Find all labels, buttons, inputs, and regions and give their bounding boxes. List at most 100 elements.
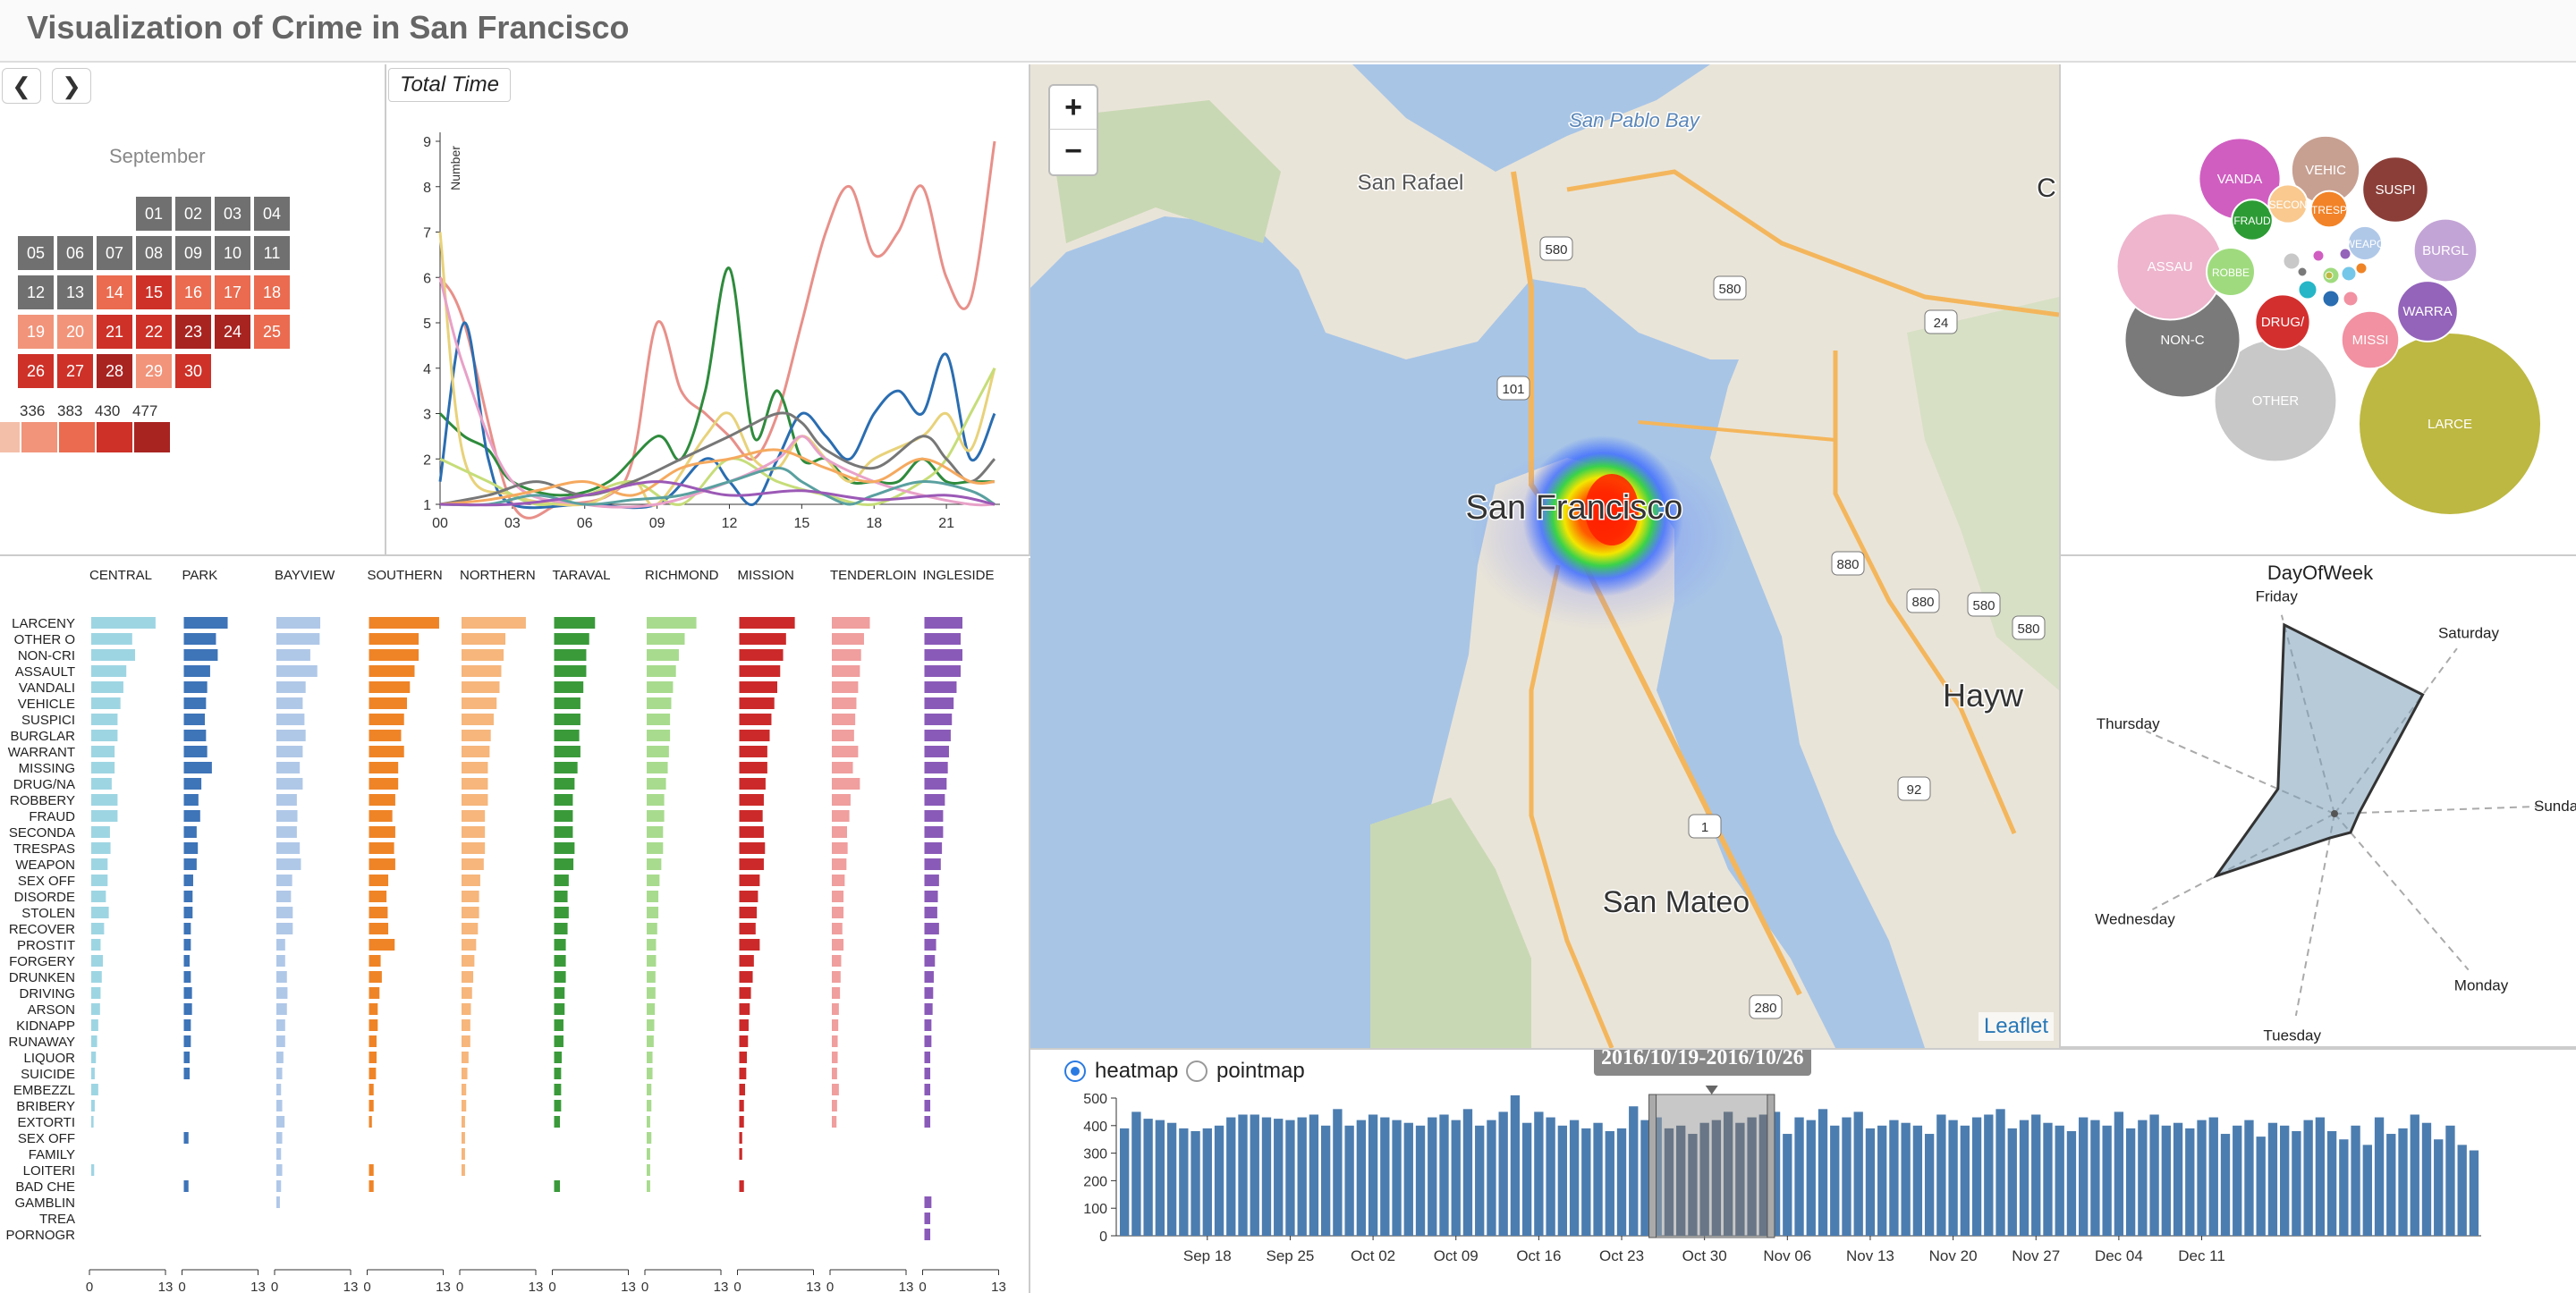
district-bar [647,746,669,757]
calendar-day[interactable]: 01 [136,197,172,231]
total-time-button[interactable]: Total Time [388,68,511,102]
calendar-day[interactable]: 27 [57,354,93,388]
district-bar [739,617,795,629]
category-label: SEX OFF [18,874,75,889]
district-bar [183,681,208,693]
district-bar [554,1052,562,1063]
district-bar [369,1003,378,1015]
district-bar [554,746,580,757]
district-bar [462,810,486,822]
calendar-day[interactable]: 18 [254,275,290,309]
district-bar [739,665,781,677]
district-bar [647,939,657,951]
y-tick-label: 7 [423,226,431,241]
next-month-button[interactable]: ❯ [52,68,91,104]
calendar-day[interactable]: 05 [18,236,54,270]
calendar-day[interactable]: 25 [254,315,290,349]
calendar-day[interactable]: 24 [215,315,250,349]
calendar-day[interactable]: 10 [215,236,250,270]
district-bar [647,617,697,629]
district-bar [369,1068,377,1079]
district-bar [647,633,685,645]
prev-month-button[interactable]: ❮ [2,68,41,104]
category-label: ASSAULT [15,664,75,680]
calendar-day[interactable]: 02 [175,197,211,231]
category-label: BURGLAR [10,729,75,744]
district-bar [739,891,758,902]
calendar-day[interactable]: 07 [97,236,132,270]
district-bar [554,1100,562,1111]
heatmap-radio[interactable] [1064,1061,1086,1082]
district-bar [554,762,578,773]
map-panel[interactable]: San Pablo Bay San Rafael San Francisco San … [1030,64,2061,1048]
daily-count-bar [1451,1120,1461,1236]
daily-count-bar-chart[interactable]: 0 100 200 300 400 500 Sep 18 Sep 25 Oct 02 Oct 09… [1030,1050,2574,1293]
calendar-day[interactable]: 03 [215,197,250,231]
daily-count-bar [2374,1117,2385,1236]
calendar-day[interactable]: 16 [175,275,211,309]
district-header: INGLESIDE [923,568,995,583]
district-bar [462,891,479,902]
calendar-day[interactable]: 14 [97,275,132,309]
district-bar [462,842,486,854]
daily-count-bar [1403,1122,1413,1236]
calendar-day[interactable]: 29 [136,354,172,388]
pointmap-radio-label[interactable]: pointmap [1216,1059,1305,1083]
calendar-day[interactable]: 21 [97,315,132,349]
calendar-day[interactable]: 13 [57,275,93,309]
district-bar [739,681,777,693]
district-bar [924,907,937,918]
calendar-day[interactable]: 12 [18,275,54,309]
calendar-day[interactable]: 17 [215,275,250,309]
calendar-day[interactable]: 23 [175,315,211,349]
calendar-day[interactable]: 22 [136,315,172,349]
daily-count-bar [1593,1122,1603,1236]
calendar-day[interactable]: 30 [175,354,211,388]
district-bar [832,891,844,902]
calendar-day[interactable]: 15 [136,275,172,309]
district-bar-chart-panel: LARCENY OTHER O NON-CRI ASSAULT VANDALI VEHIC… [0,558,1030,1293]
highway-shield [1688,814,1722,839]
category-bubble-label: BURGL [2422,243,2469,258]
district-bar [554,778,575,790]
pointmap-radio[interactable] [1186,1061,1208,1082]
series-line [439,466,996,507]
legend-swatch [0,422,20,452]
district-bar [462,1132,465,1144]
calendar-day[interactable]: 19 [18,315,54,349]
heatmap-radio-label[interactable]: heatmap [1095,1059,1179,1083]
category-bubble [2231,199,2274,241]
category-label: EXTORTI [18,1115,75,1130]
calendar-day[interactable]: 28 [97,354,132,388]
district-bar [91,1019,98,1031]
district-bar [554,665,587,677]
map-canvas[interactable]: San Pablo Bay San Rafael San Francisco San … [1030,64,2059,1048]
calendar-day[interactable]: 26 [18,354,54,388]
daily-count-bar [2185,1128,2195,1236]
calendar-day[interactable]: 09 [175,236,211,270]
calendar-day[interactable]: 20 [57,315,93,349]
map-place-label: San Mateo [1603,885,1750,919]
leaflet-attribution-link[interactable]: Leaflet [1978,1012,2054,1041]
calendar-day[interactable]: 06 [57,236,93,270]
legend-label: 477 [132,402,158,419]
district-bar [276,730,306,741]
district-bar [183,1052,191,1063]
district-bar [924,923,939,934]
x-tick-label: Dec 11 [2178,1247,2225,1264]
zoom-in-button[interactable]: + [1048,84,1098,132]
daily-count-bar [1191,1130,1200,1236]
district-bar [462,1116,465,1128]
calendar-day[interactable]: 08 [136,236,172,270]
daily-count-bar [1629,1106,1639,1236]
district-bar [369,1180,374,1192]
district-header: RICHMOND [645,568,719,583]
y-tick-label: 300 [1083,1147,1107,1162]
land-north-green [1048,100,1281,243]
district-bar [832,1068,837,1079]
zoom-out-button[interactable]: − [1048,129,1098,176]
calendar-day[interactable]: 04 [254,197,290,231]
calendar-day[interactable]: 11 [254,236,290,270]
daily-count-bar [2079,1117,2089,1236]
day-of-week-radar-panel: DayOfWeek Friday Saturday Sunday Monday Tuesd… [2061,558,2576,1048]
